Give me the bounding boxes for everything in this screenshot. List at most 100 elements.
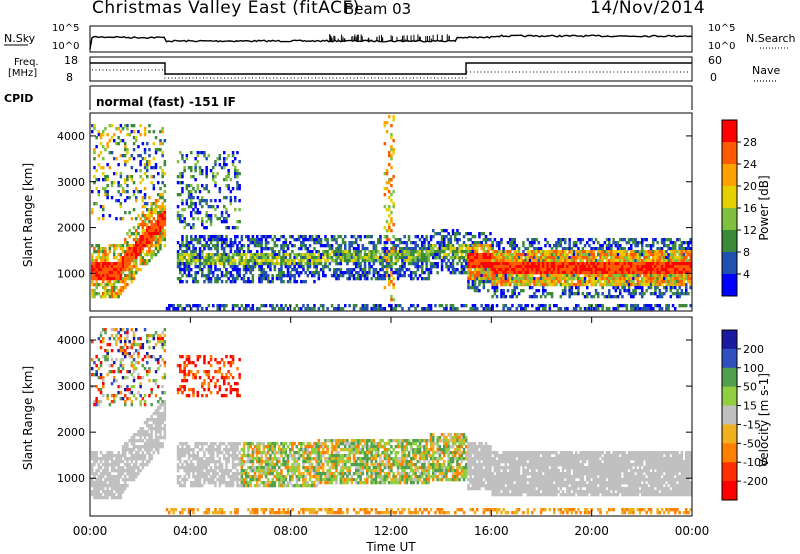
heatmap-cell (293, 268, 296, 272)
heatmap-cell (649, 307, 653, 311)
heatmap-cell (366, 256, 369, 260)
heatmap-cell (108, 481, 112, 485)
heatmap-cell (205, 262, 208, 266)
heatmap-cell (119, 130, 123, 134)
heatmap-cell (223, 262, 226, 266)
heatmap-cell (535, 253, 538, 257)
heatmap-cell (104, 469, 107, 473)
heatmap-cell (537, 262, 541, 266)
heatmap-cell (128, 196, 131, 200)
heatmap-cell (130, 277, 134, 281)
heatmap-cell (223, 205, 226, 209)
heatmap-cell (137, 448, 140, 452)
heatmap-cell (687, 271, 690, 275)
heatmap-cell (304, 244, 307, 248)
heatmap-cell (658, 271, 662, 275)
heatmap-cell (511, 241, 514, 245)
heatmap-cell (139, 247, 142, 251)
heatmap-cell (124, 454, 127, 458)
heatmap-cell (658, 280, 662, 284)
heatmap-cell (126, 175, 129, 179)
heatmap-cell (392, 298, 395, 302)
heatmap-cell (185, 274, 189, 278)
heatmap-cell (95, 271, 98, 275)
heatmap-cell (498, 280, 501, 284)
heatmap-cell (630, 307, 633, 311)
heatmap-cell (260, 274, 263, 278)
heatmap-cell (148, 208, 151, 212)
heatmap-cell (190, 169, 193, 173)
heatmap-cell (588, 250, 591, 254)
heatmap-cell (456, 229, 459, 233)
heatmap-cell (451, 259, 455, 263)
heatmap-cell (654, 271, 657, 275)
heatmap-cell (126, 463, 129, 467)
heatmap-cell (220, 253, 224, 257)
heatmap-cell (183, 253, 186, 257)
heatmap-cell (148, 259, 151, 263)
heatmap-cell (190, 268, 193, 272)
heatmap-cell (110, 274, 114, 278)
heatmap-cell (537, 277, 541, 281)
heatmap-cell (247, 304, 250, 308)
heatmap-cell (537, 307, 541, 311)
heatmap-cell (93, 277, 96, 281)
heatmap-cell (489, 280, 492, 284)
heatmap-cell (231, 151, 235, 155)
heatmap-cell (568, 283, 571, 287)
heatmap-cell (330, 256, 334, 260)
heatmap-cell (608, 241, 611, 245)
heatmap-cell (157, 244, 160, 248)
heatmap-cell (124, 478, 127, 482)
heatmap-cell (139, 175, 142, 179)
heatmap-cell (568, 250, 571, 254)
heatmap-cell (104, 490, 107, 494)
heatmap-cell (359, 274, 362, 278)
heatmap-cell (187, 193, 191, 197)
heatmap-cell (476, 307, 479, 311)
heatmap-cell (154, 442, 158, 446)
heatmap-cell (132, 454, 136, 458)
heatmap-cell (643, 307, 646, 311)
heatmap-cell (592, 250, 596, 254)
heatmap-cell (119, 253, 123, 257)
heatmap-cell (559, 262, 563, 266)
heatmap-cell (682, 271, 686, 275)
heatmap-cell (676, 292, 679, 296)
heatmap-cell (143, 433, 147, 437)
heatmap-cell (603, 262, 607, 266)
heatmap-cell (454, 268, 457, 272)
heatmap-cell (317, 262, 321, 266)
heatmap-cell (421, 265, 424, 269)
heatmap-cell (568, 247, 571, 251)
heatmap-cell (267, 274, 270, 278)
heatmap-cell (652, 268, 655, 272)
heatmap-cell (410, 247, 413, 251)
heatmap-cell (390, 199, 393, 203)
heatmap-cell (192, 196, 195, 200)
heatmap-cell (544, 265, 547, 269)
heatmap-cell (476, 286, 479, 290)
heatmap-cell (245, 304, 248, 308)
heatmap-cell (99, 277, 103, 281)
heatmap-cell (157, 451, 160, 455)
heatmap-cell (154, 208, 158, 212)
heatmap-cell (216, 238, 219, 242)
heatmap-cell (280, 304, 283, 308)
heatmap-cell (678, 268, 681, 272)
heatmap-cell (308, 253, 312, 257)
heatmap-cell (157, 241, 160, 245)
heatmap-cell (649, 292, 653, 296)
heatmap-cell (658, 295, 662, 299)
heatmap-cell (108, 280, 112, 284)
heatmap-cell (509, 283, 512, 287)
heatmap-cell (304, 256, 307, 260)
heatmap-cell (207, 214, 211, 218)
heatmap-cell (421, 277, 424, 281)
heatmap-cell (126, 196, 129, 200)
heatmap-cell (656, 283, 659, 287)
heatmap-cell (93, 457, 96, 461)
heatmap-cell (113, 397, 116, 401)
heatmap-cell (608, 292, 611, 296)
heatmap-cell (458, 271, 461, 275)
